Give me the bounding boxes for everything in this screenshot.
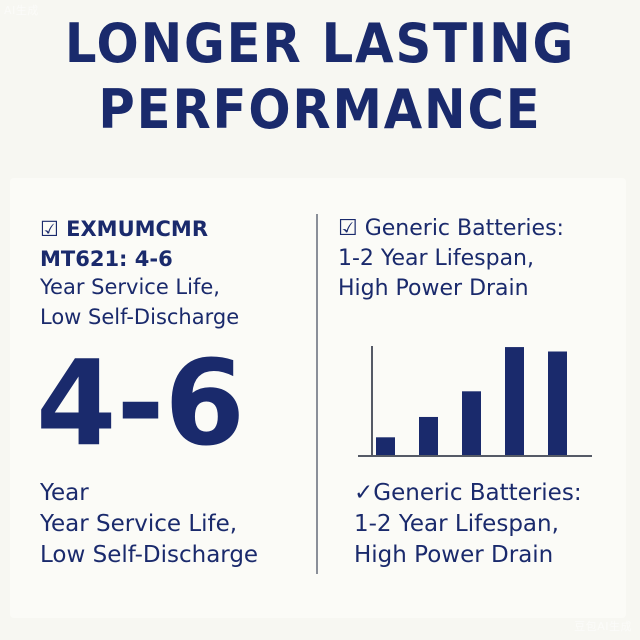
right-heading-line-2: 1-2 Year Lifespan,	[338, 246, 534, 271]
left-sub-line-1: Year Service Life,	[40, 275, 220, 299]
chart-bar-1	[376, 437, 395, 455]
bar-chart	[358, 346, 592, 457]
right-heading-line-1: ☑ Generic Batteries:	[338, 216, 564, 241]
big-number: 4-6	[36, 334, 245, 472]
right-heading-line-3: High Power Drain	[338, 276, 529, 301]
chart-bar-5	[548, 351, 567, 455]
left-heading: ☑ EXMUMCMR MT621: 4-6	[40, 214, 208, 274]
right-bottom-text: ✓Generic Batteries: 1-2 Year Lifespan, H…	[354, 478, 582, 571]
watermark-top: AI生成	[4, 4, 39, 17]
right-bottom-line-2: 1-2 Year Lifespan,	[354, 511, 559, 537]
headline-line-2: PERFORMANCE	[98, 78, 542, 141]
chart-bar-2	[419, 416, 438, 455]
right-bottom-line-1: ✓Generic Batteries:	[354, 480, 582, 506]
left-bottom-line-3: Low Self-Discharge	[40, 542, 259, 568]
left-bottom-text: Year Year Service Life, Low Self-Dischar…	[40, 478, 258, 571]
left-sub-line-2: Low Self-Discharge	[40, 305, 240, 329]
chart-bar-4	[505, 347, 524, 455]
right-heading: ☑ Generic Batteries: 1-2 Year Lifespan, …	[338, 214, 564, 304]
right-bottom-line-3: High Power Drain	[354, 542, 554, 568]
column-divider	[316, 214, 318, 574]
headline-line-1: LONGER LASTING	[64, 12, 576, 75]
watermark-bottom: 豆包AI生成	[574, 620, 632, 633]
left-subtext: Year Service Life, Low Self-Discharge	[40, 272, 239, 332]
left-bottom-line-2: Year Service Life,	[40, 511, 238, 537]
chart-bar-3	[462, 391, 481, 455]
left-heading-line-1: ☑ EXMUMCMR	[40, 217, 208, 241]
left-heading-line-2: MT621: 4-6	[40, 247, 173, 271]
left-bottom-line-1: Year	[40, 480, 89, 506]
